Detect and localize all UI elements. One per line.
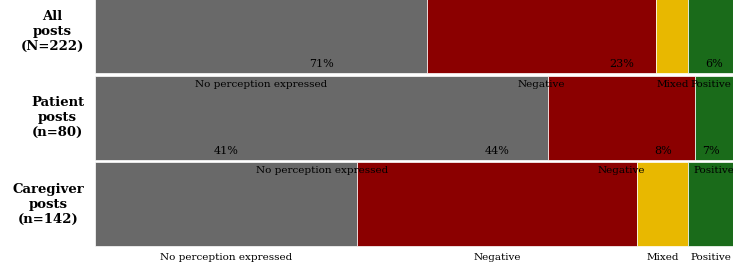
Text: 44%: 44% bbox=[485, 146, 509, 156]
Text: Positive: Positive bbox=[690, 253, 731, 262]
FancyBboxPatch shape bbox=[548, 76, 695, 160]
FancyBboxPatch shape bbox=[427, 0, 657, 73]
FancyBboxPatch shape bbox=[688, 162, 733, 246]
Text: No perception expressed: No perception expressed bbox=[256, 166, 388, 175]
Text: Positive: Positive bbox=[690, 80, 731, 89]
FancyBboxPatch shape bbox=[357, 162, 638, 246]
Text: Patient
posts
(n=80): Patient posts (n=80) bbox=[32, 96, 84, 139]
FancyBboxPatch shape bbox=[695, 76, 733, 160]
Text: 23%: 23% bbox=[609, 59, 634, 69]
FancyBboxPatch shape bbox=[95, 76, 548, 160]
FancyBboxPatch shape bbox=[95, 162, 357, 246]
Text: Negative: Negative bbox=[518, 80, 565, 89]
Text: Caregiver
posts
(n=142): Caregiver posts (n=142) bbox=[12, 183, 84, 226]
Text: 7%: 7% bbox=[702, 146, 720, 156]
FancyBboxPatch shape bbox=[688, 0, 733, 73]
Text: All
posts
(N=222): All posts (N=222) bbox=[21, 10, 84, 53]
Text: Positive: Positive bbox=[693, 166, 733, 175]
Text: 71%: 71% bbox=[309, 59, 334, 69]
Text: No perception expressed: No perception expressed bbox=[195, 80, 327, 89]
Text: 8%: 8% bbox=[654, 146, 671, 156]
Text: Negative: Negative bbox=[474, 253, 521, 262]
Text: Negative: Negative bbox=[597, 166, 645, 175]
FancyBboxPatch shape bbox=[95, 0, 427, 73]
FancyBboxPatch shape bbox=[638, 162, 688, 246]
Text: Mixed: Mixed bbox=[656, 80, 689, 89]
Text: 41%: 41% bbox=[213, 146, 238, 156]
FancyBboxPatch shape bbox=[657, 0, 688, 73]
Text: No perception expressed: No perception expressed bbox=[160, 253, 292, 262]
Text: 6%: 6% bbox=[705, 59, 723, 69]
Text: Mixed: Mixed bbox=[647, 253, 679, 262]
